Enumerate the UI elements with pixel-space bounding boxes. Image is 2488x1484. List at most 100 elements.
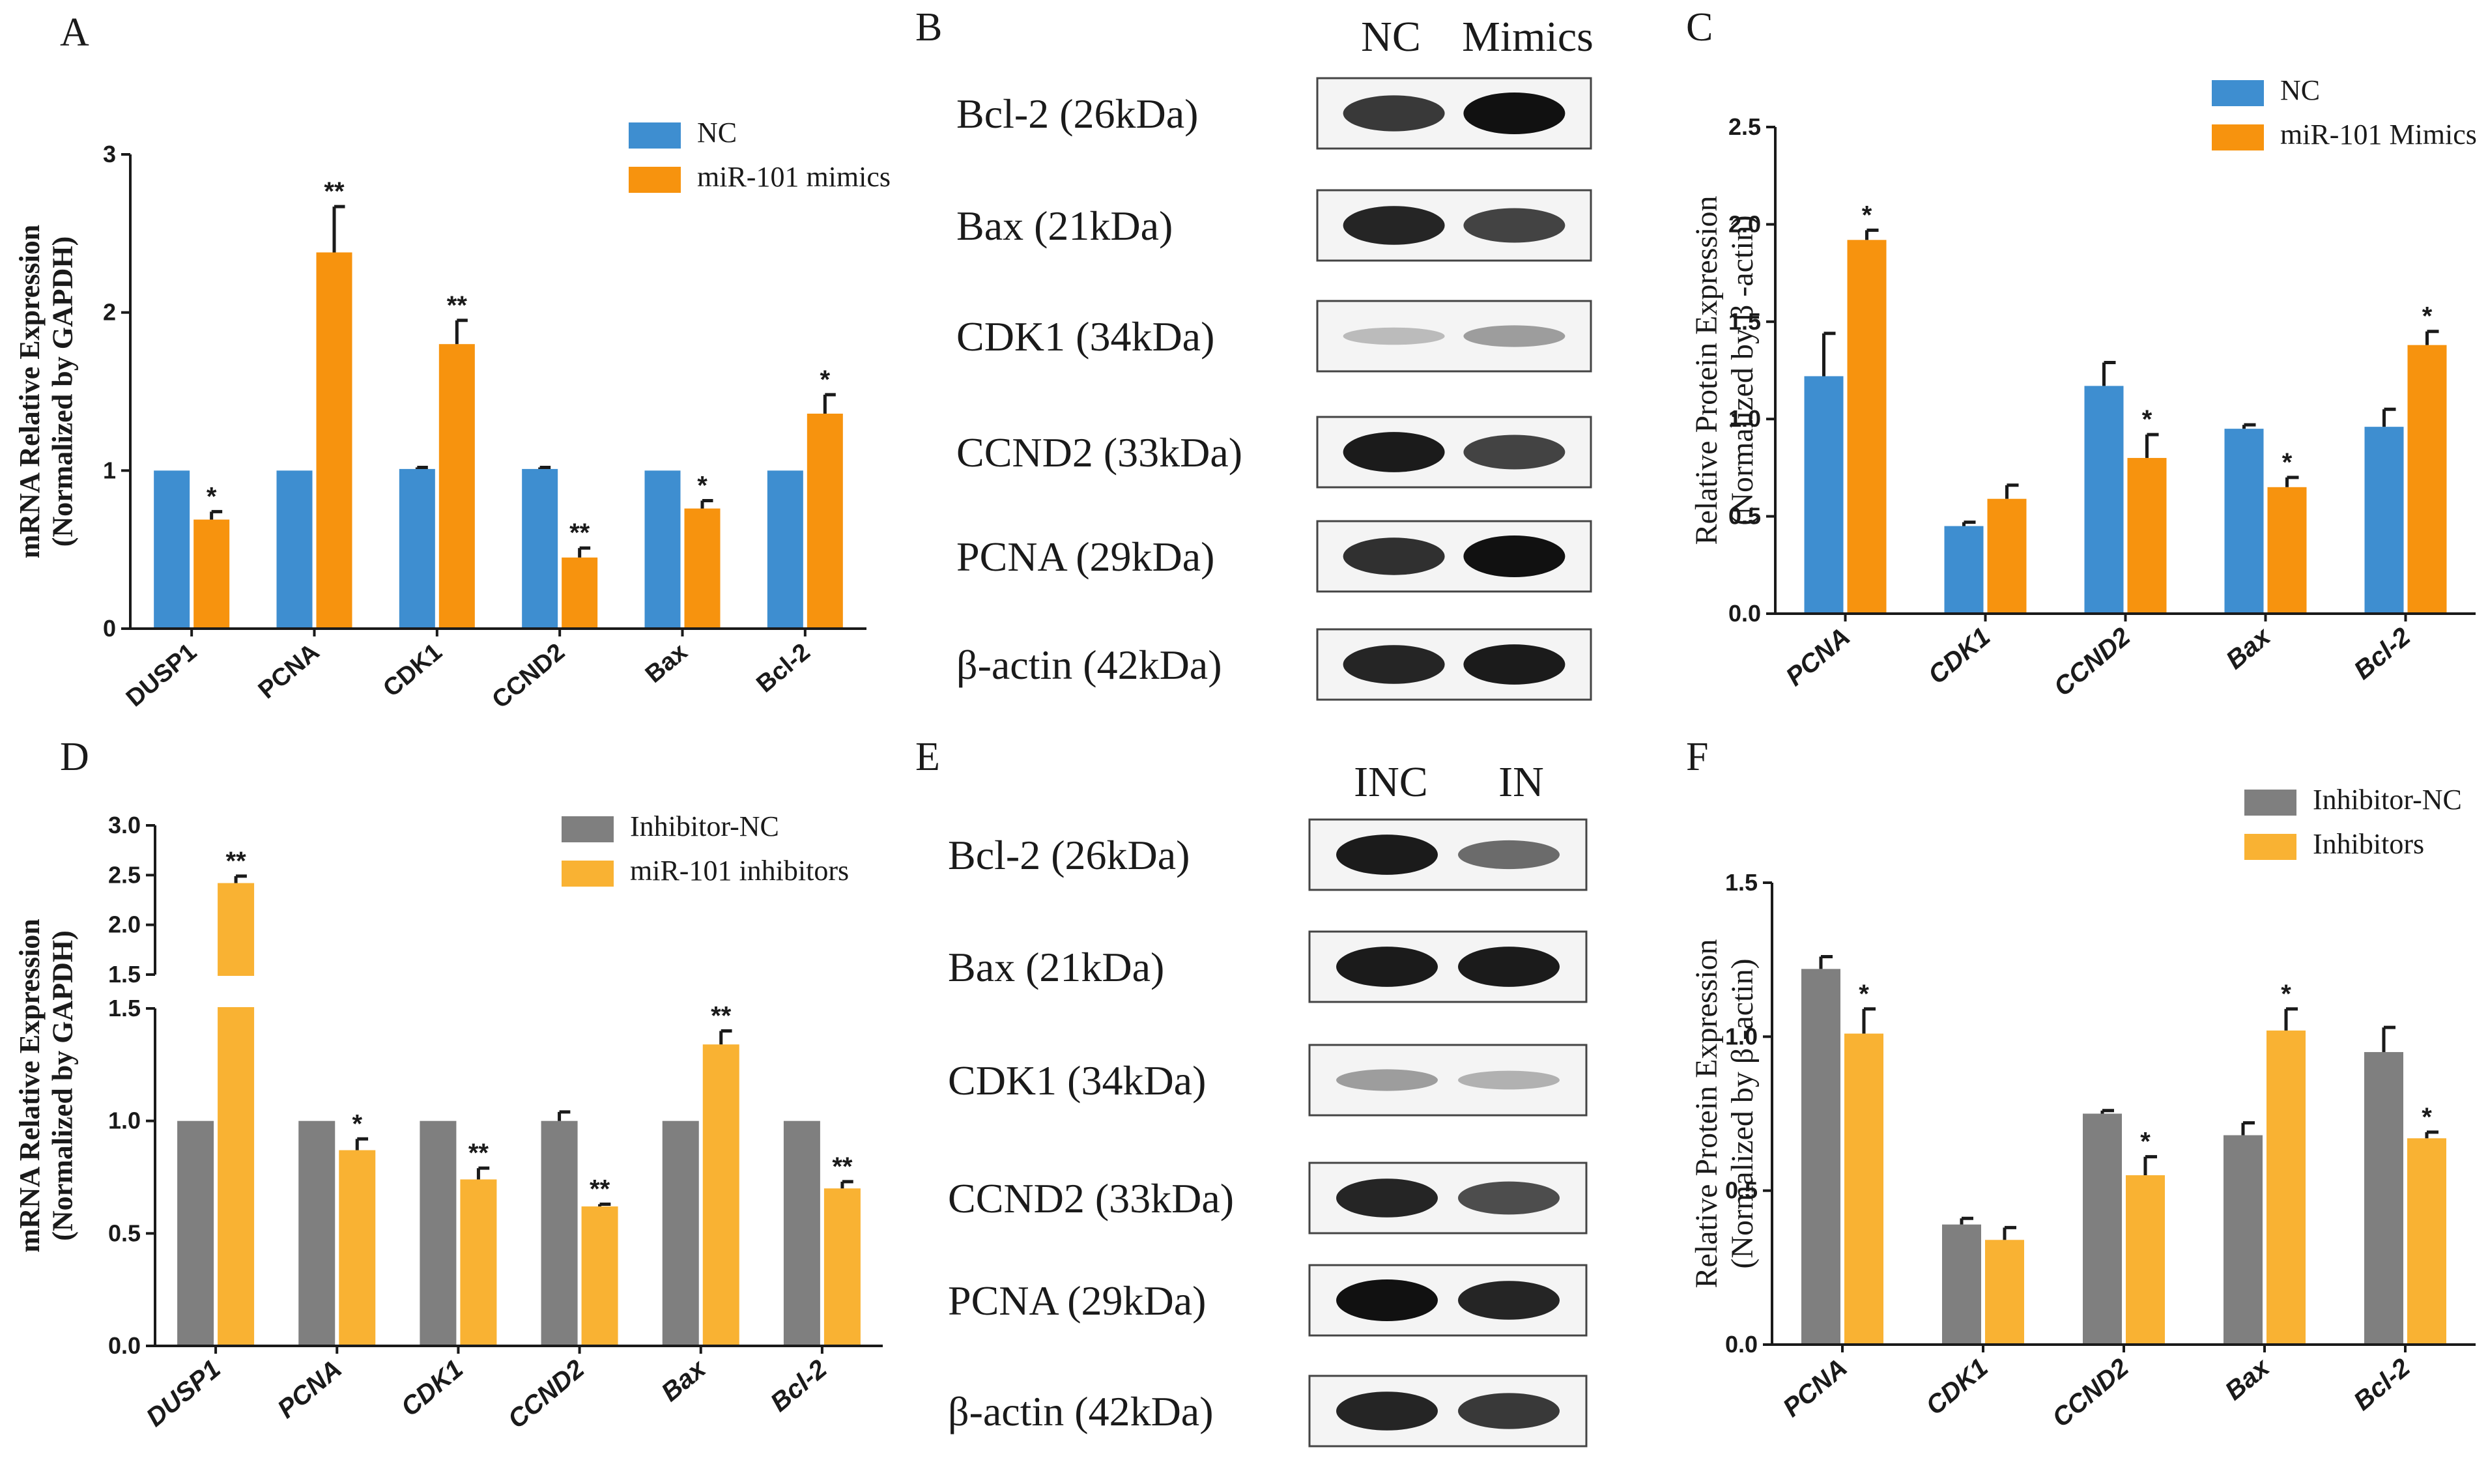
significance-mark: ** [447,291,468,320]
x-tick-label: CDK1 [1921,1353,1994,1421]
band-nc [1343,645,1445,684]
bar-c-mir-101-mimics-pcna [1847,240,1887,614]
bar-f-inhibitors-cdk1 [1985,1240,2024,1345]
bar-d-inhibitor-nc-cdk1 [420,1120,457,1346]
significance-mark: * [207,482,217,511]
bar-f-inhibitors-bcl-2 [2407,1138,2446,1345]
bar-f-inhibitor-nc-bax [2223,1135,2263,1345]
x-tick-label: CCND2 [503,1354,590,1434]
legend-label: NC [697,117,737,149]
significance-mark: ** [711,1002,732,1031]
significance-mark: * [2282,448,2293,477]
bar-f-inhibitor-nc-cdk1 [1942,1224,1981,1345]
x-tick-label: Bcl-2 [2349,1353,2416,1416]
panel-letter-d: D [60,735,89,779]
band-mimics [1463,325,1566,347]
bar-d-mir-101-inhibitors-pcna [339,1150,376,1346]
x-tick-label: PCNA [253,638,324,704]
bar-d-inhibitor-nc-pcna [298,1120,336,1346]
bar-c-nc-bcl-2 [2364,427,2404,614]
legend-swatch [2244,834,2296,860]
y-tick-label: 3 [103,141,116,167]
band-in [1458,1070,1560,1090]
x-tick-label: Bcl-2 [2349,622,2416,685]
lane-label-mimics: Mimics [1462,13,1594,61]
significance-mark: * [2281,980,2291,1008]
y-tick-label: 2 [103,299,116,326]
significance-mark: * [2140,1128,2151,1156]
y-tick-label: 1.0 [1728,405,1761,432]
x-tick-label: CDK1 [1923,622,1996,690]
lane-label-nc: NC [1361,13,1421,61]
x-tick-label: CCND2 [487,638,570,714]
x-tick-label: DUSP1 [121,638,202,713]
bar-c-nc-cdk1 [1944,526,1984,614]
y-tick-label: 0.0 [1728,600,1761,627]
band-mimics [1463,435,1566,470]
blot-row-label: Bcl-2 (26kDa) [948,832,1190,878]
blot-row-label: PCNA (29kDa) [948,1277,1206,1324]
significance-mark: * [2422,1103,2432,1132]
y-axis-label-sub: (Normalized by GAPDH) [47,930,79,1241]
blot-row-label: PCNA (29kDa) [956,534,1214,580]
band-nc [1343,432,1445,472]
y-tick-label: 1 [103,457,116,483]
y-tick-label: 0 [103,615,116,642]
legend-swatch [629,122,681,149]
y-axis-label: mRNA Relative Expression [14,919,46,1253]
x-tick-label: PCNA [1778,1353,1853,1423]
band-nc [1343,537,1445,575]
y-tick-label: 2.5 [108,861,141,888]
y-axis-label-sub: (Normalized by β -actin) [1725,215,1760,525]
legend-swatch [562,816,614,842]
x-tick-label: CDK1 [378,638,447,703]
y-tick-label: 1.0 [1725,1023,1758,1049]
significance-mark: ** [468,1139,489,1167]
bar-d-mir-101-inhibitors-cdk1 [460,1179,497,1346]
x-tick-label: Bcl-2 [751,638,815,698]
bar-d-mir-101-inhibitors-bcl-2 [823,1188,861,1346]
bar-d-mir-101-inhibitors-dusp1 [218,883,255,1346]
legend-label: miR-101 Mimics [2280,119,2477,150]
significance-mark: * [2422,302,2433,331]
blot-strip [1308,1044,1588,1117]
x-tick-label: PCNA [272,1354,347,1424]
significance-mark: * [820,365,831,394]
bar-f-inhibitor-nc-ccnd2 [2083,1113,2122,1345]
significance-mark: ** [324,177,345,206]
band-inc [1336,1391,1438,1431]
legend-swatch [562,861,614,887]
x-tick-label: Bax [656,1354,712,1407]
bar-d-inhibitor-nc-dusp1 [177,1120,214,1346]
blot-panel-e: INC IN Bcl-2 (26kDa) Bax (21kDa) CDK1 (34kDa… [948,758,1588,1448]
bar-a-mir-101-mimics-bcl-2 [807,413,843,629]
blot-row-label: Bcl-2 (26kDa) [956,91,1198,137]
y-axis-label-sub: (Normalized by GAPDH) [47,236,79,547]
bar-axis-break-gap [216,976,256,1007]
blot-row-label: Bax (21kDa) [956,203,1173,249]
blot-row-label: Bax (21kDa) [948,944,1164,990]
bar-d-inhibitor-nc-bax [662,1120,699,1346]
y-tick-label: 0.0 [1725,1331,1758,1358]
chart-panel-c: * PCNA CDK1 * CCND2 * Bax * Bcl-2 0.0 0.5 1.0 1.5 2.0… [1689,74,2477,702]
panel-letter-e: E [915,735,940,779]
y-tick-label: 1.5 [108,961,141,988]
band-in [1458,1393,1560,1429]
bar-f-inhibitors-bax [2266,1030,2306,1345]
chart-panel-a: * DUSP1 ** PCNA ** CDK1 ** CCND2 * Bax * Bcl-2 0 1 2 3 m… [14,117,891,714]
bar-d-mir-101-inhibitors-ccnd2 [581,1206,618,1346]
band-nc [1343,95,1445,132]
y-axis-label: Relative Protein Expression [1689,939,1724,1289]
x-tick-label: PCNA [1780,622,1855,692]
y-tick-label: 2.5 [1728,113,1761,140]
x-tick-label: CCND2 [2048,622,2136,702]
band-inc [1336,1069,1438,1091]
significance-mark: ** [226,847,247,876]
band-inc [1336,947,1438,987]
band-in [1458,947,1560,987]
band-in [1458,840,1560,870]
y-tick-label: 2.0 [108,911,141,938]
blot-panel-b: NC Mimics Bcl-2 (26kDa) Bax (21kDa) CDK1 (34… [956,13,1594,701]
y-tick-label: 1.5 [108,995,141,1021]
bar-c-nc-bax [2224,429,2264,614]
